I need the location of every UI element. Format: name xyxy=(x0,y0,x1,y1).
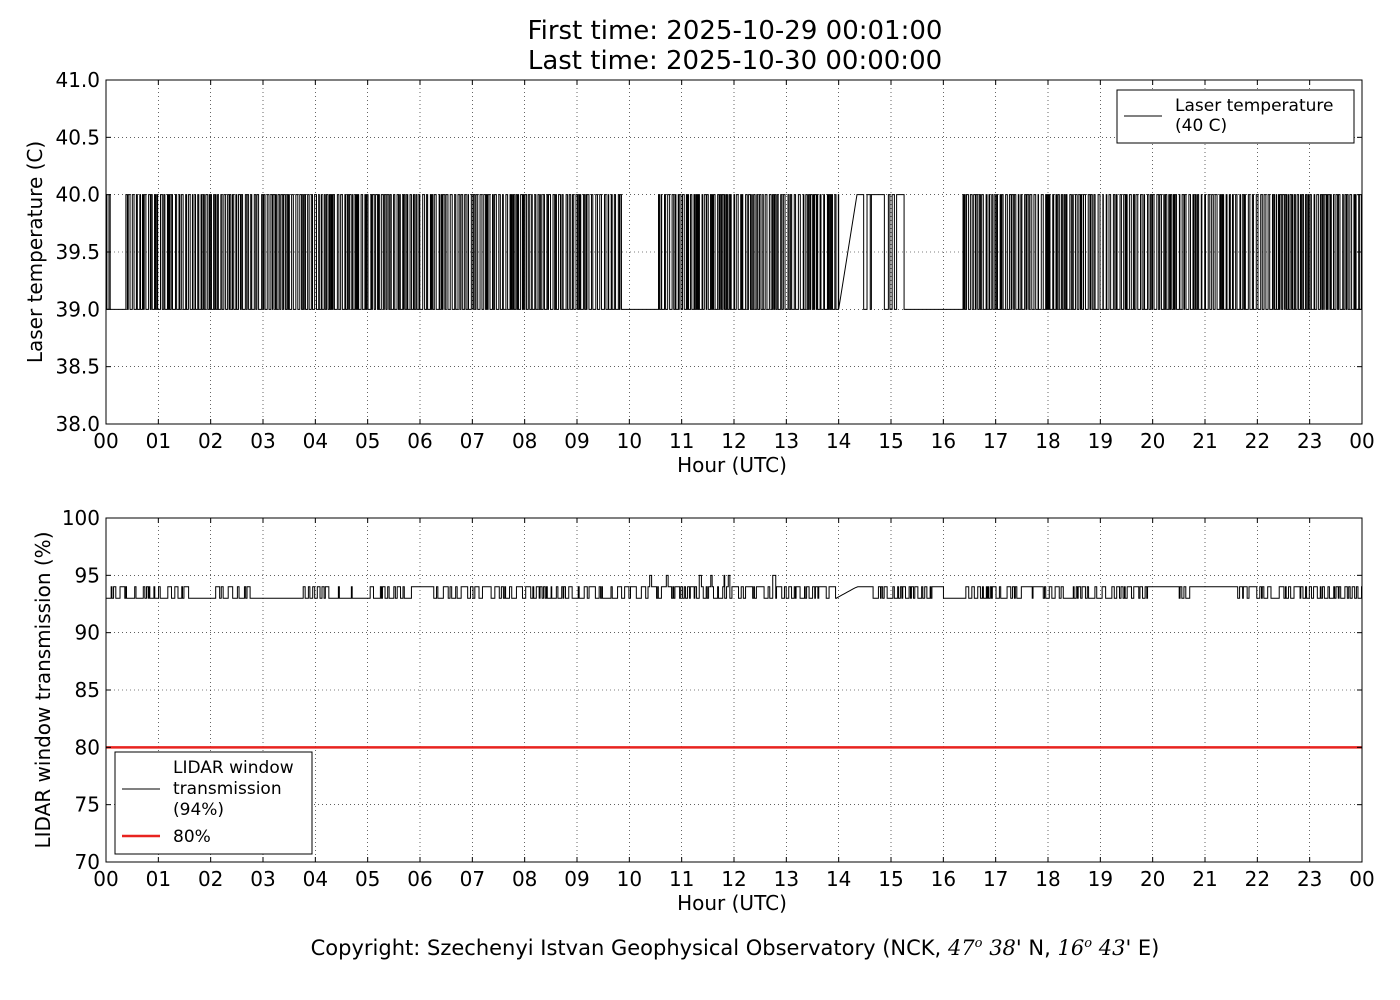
x-tick-label: 13 xyxy=(774,867,799,891)
longitude-degree-symbol: o xyxy=(1084,936,1093,951)
first-time-label: First time: 2025-10-29 00:01:00 xyxy=(527,16,943,46)
x-tick-label: 03 xyxy=(250,867,275,891)
x-axis-label: Hour (UTC) xyxy=(677,453,787,477)
y-tick-label: 40.0 xyxy=(55,183,100,207)
legend-label-lidar: transmission xyxy=(173,779,282,799)
y-axis-label: LIDAR window transmission (%) xyxy=(31,532,55,849)
x-tick-label: 06 xyxy=(407,867,432,891)
legend-label-laser: (40 C) xyxy=(1175,116,1227,136)
x-tick-label: 00 xyxy=(93,429,118,453)
legend-label-lidar: (94%) xyxy=(173,800,224,820)
x-tick-label: 18 xyxy=(1035,429,1060,453)
x-tick-label: 10 xyxy=(617,429,642,453)
x-tick-label: 03 xyxy=(250,429,275,453)
y-tick-label: 75 xyxy=(75,793,100,817)
laser-temperature-line xyxy=(106,194,1362,310)
y-tick-label: 38.0 xyxy=(55,412,100,436)
latitude-degrees: 47 xyxy=(947,936,975,960)
x-tick-label: 13 xyxy=(774,429,799,453)
x-tick-label: 07 xyxy=(460,429,485,453)
y-tick-label: 40.5 xyxy=(55,125,100,149)
last-time-label: Last time: 2025-10-30 00:00:00 xyxy=(527,46,943,76)
x-tick-label: 09 xyxy=(564,429,589,453)
x-tick-label: 01 xyxy=(146,867,171,891)
x-tick-label: 19 xyxy=(1088,429,1113,453)
x-tick-label: 04 xyxy=(303,867,328,891)
latitude-suffix: ' N, xyxy=(1015,936,1051,960)
longitude-suffix: ' E) xyxy=(1125,936,1160,960)
y-tick-label: 41.0 xyxy=(55,68,100,92)
legend: Laser temperature(40 C) xyxy=(1116,89,1355,144)
y-tick-label: 90 xyxy=(75,621,100,645)
x-tick-label: 11 xyxy=(669,867,694,891)
x-tick-label: 17 xyxy=(983,867,1008,891)
x-tick-label: 08 xyxy=(512,867,537,891)
x-tick-label: 08 xyxy=(512,429,537,453)
y-tick-label: 100 xyxy=(62,506,100,530)
legend-label-lidar: LIDAR window xyxy=(173,758,294,778)
longitude-degrees: 16 xyxy=(1057,936,1085,960)
x-tick-label: 18 xyxy=(1035,867,1060,891)
x-tick-label: 20 xyxy=(1140,867,1165,891)
x-tick-label: 00 xyxy=(1349,867,1374,891)
latitude-degree-symbol: o xyxy=(974,936,983,951)
x-tick-label: 21 xyxy=(1192,429,1217,453)
latitude-minutes: 38 xyxy=(989,936,1016,960)
x-tick-label: 07 xyxy=(460,867,485,891)
legend-label-80: 80% xyxy=(173,827,211,847)
x-tick-label: 11 xyxy=(669,429,694,453)
x-tick-label: 14 xyxy=(826,867,851,891)
x-tick-label: 22 xyxy=(1245,429,1270,453)
y-tick-label: 39.5 xyxy=(55,240,100,264)
y-tick-label: 80 xyxy=(75,735,100,759)
x-tick-label: 15 xyxy=(878,867,903,891)
x-tick-label: 00 xyxy=(1349,429,1374,453)
x-tick-label: 19 xyxy=(1088,867,1113,891)
x-tick-label: 14 xyxy=(826,429,851,453)
y-tick-label: 95 xyxy=(75,563,100,587)
y-tick-label: 70 xyxy=(75,850,100,874)
x-tick-label: 02 xyxy=(198,867,223,891)
copyright-footer: Copyright: Szechenyi Istvan Geophysical … xyxy=(0,936,1400,960)
x-tick-label: 04 xyxy=(303,429,328,453)
x-tick-label: 06 xyxy=(407,429,432,453)
x-tick-label: 12 xyxy=(721,867,746,891)
x-tick-label: 21 xyxy=(1192,867,1217,891)
x-axis-label: Hour (UTC) xyxy=(677,891,787,915)
y-tick-label: 39.0 xyxy=(55,297,100,321)
x-tick-label: 05 xyxy=(355,867,380,891)
x-tick-label: 16 xyxy=(931,867,956,891)
y-tick-label: 85 xyxy=(75,678,100,702)
legend-label-laser: Laser temperature xyxy=(1175,96,1333,116)
x-tick-label: 22 xyxy=(1245,867,1270,891)
x-tick-label: 12 xyxy=(721,429,746,453)
x-tick-label: 01 xyxy=(146,429,171,453)
x-tick-label: 23 xyxy=(1297,429,1322,453)
x-tick-label: 09 xyxy=(564,867,589,891)
x-tick-label: 02 xyxy=(198,429,223,453)
x-tick-label: 17 xyxy=(983,429,1008,453)
copyright-text: Copyright: Szechenyi Istvan Geophysical … xyxy=(310,936,942,960)
x-tick-label: 00 xyxy=(93,867,118,891)
x-tick-label: 23 xyxy=(1297,867,1322,891)
x-tick-label: 05 xyxy=(355,429,380,453)
x-tick-label: 15 xyxy=(878,429,903,453)
laser-temperature-panel: 00 01 02 03 04 05 06 07 08 09 10 11 12 13 14 15 16 17 18 19… xyxy=(23,68,1375,477)
longitude-minutes: 43 xyxy=(1098,936,1126,960)
lidar-transmission-panel: 00 01 02 03 04 05 06 07 08 09 10 11 12 13 14 15 16 17 18 19… xyxy=(31,506,1375,915)
chart-title: First time: 2025-10-29 00:01:00 Last tim… xyxy=(0,16,1400,76)
y-tick-label: 38.5 xyxy=(55,355,100,379)
y-axis-label: Laser temperature (C) xyxy=(23,141,47,363)
lidar-transmission-line xyxy=(106,574,1363,599)
x-tick-label: 16 xyxy=(931,429,956,453)
x-tick-label: 10 xyxy=(617,867,642,891)
x-tick-label: 20 xyxy=(1140,429,1165,453)
